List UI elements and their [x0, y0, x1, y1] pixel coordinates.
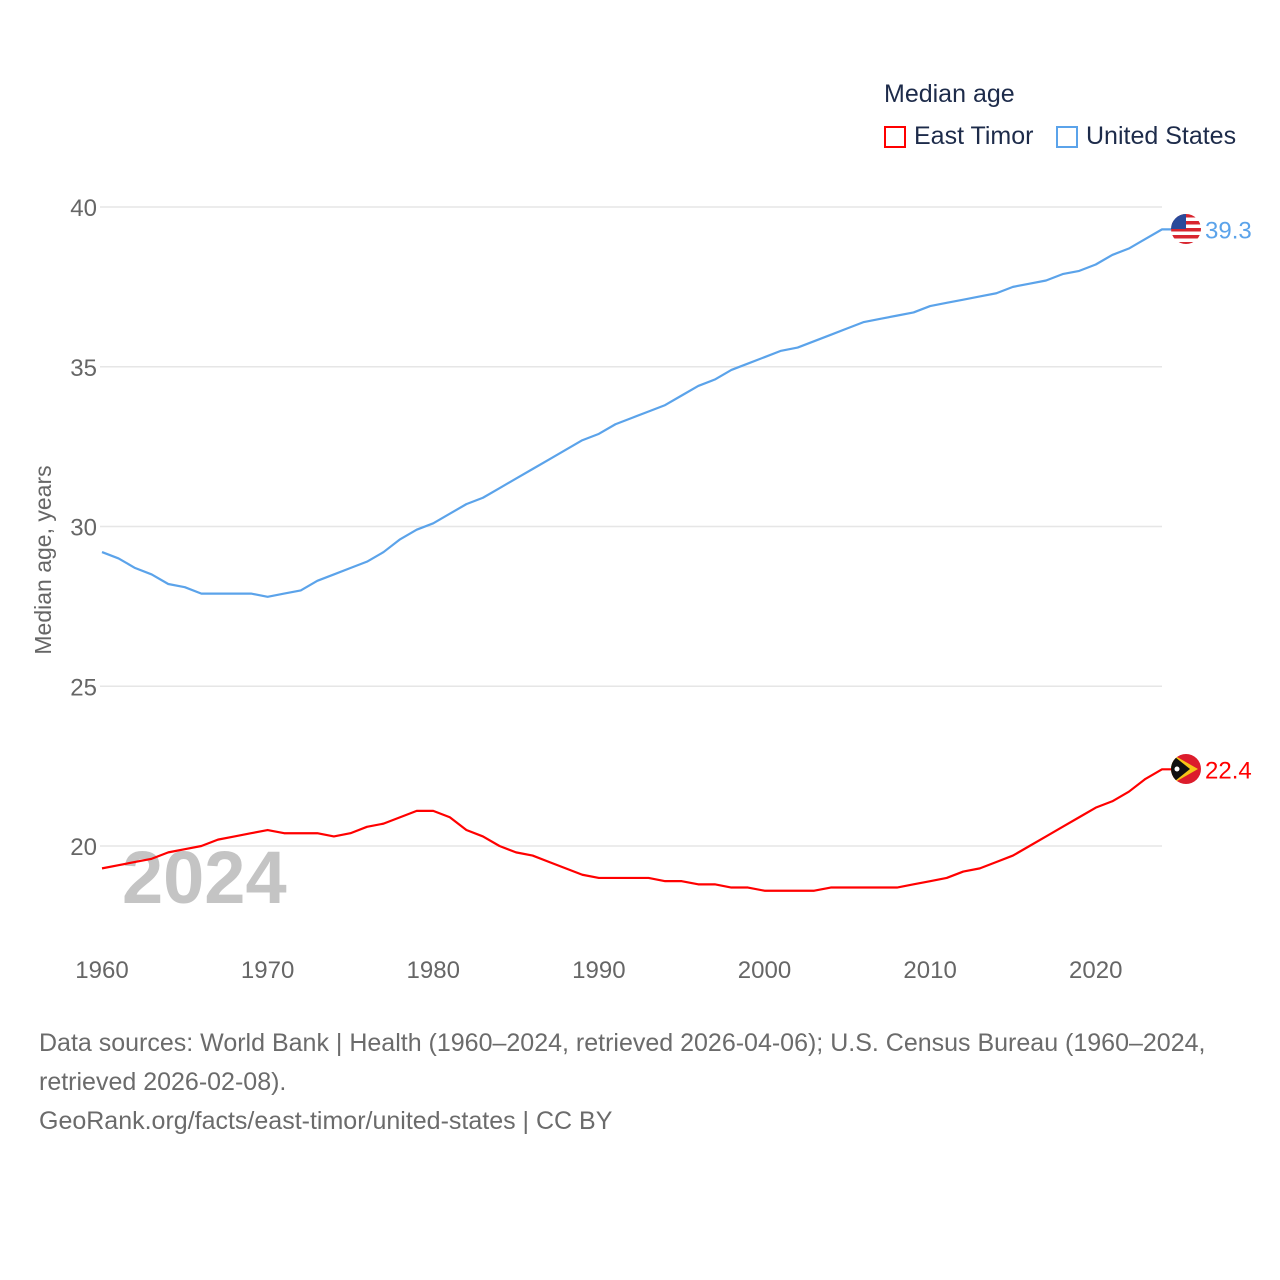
us-flag-icon — [1171, 214, 1201, 244]
source-note: Data sources: World Bank | Health (1960–… — [39, 1024, 1249, 1141]
legend-title: Median age — [884, 80, 1015, 108]
legend-item-east-timor[interactable]: East Timor — [884, 122, 1033, 151]
source-link[interactable]: GeoRank.org/facts/east-timor/united-stat… — [39, 1107, 613, 1135]
source-line: Data sources: World Bank | Health (1960–… — [39, 1029, 1206, 1096]
series-line-east-timor[interactable] — [101, 768, 1172, 892]
end-value-label: 39.3 — [1205, 217, 1252, 244]
end-value-label: 22.4 — [1205, 757, 1252, 784]
x-tick-label: 1990 — [572, 957, 625, 984]
x-tick-label: 2010 — [903, 957, 956, 984]
legend-item-united-states[interactable]: United States — [1056, 122, 1236, 151]
east-timor-flag-icon — [1171, 754, 1201, 784]
x-tick-label: 1970 — [241, 957, 294, 984]
y-tick-label: 40 — [70, 195, 97, 222]
series-line-united-states[interactable] — [101, 228, 1172, 598]
y-tick-label: 25 — [70, 674, 97, 701]
legend-swatch-east-timor — [884, 125, 906, 148]
y-tick-label: 20 — [70, 834, 97, 861]
legend-label: United States — [1086, 122, 1237, 150]
legend-label: East Timor — [914, 122, 1034, 150]
x-tick-label: 2020 — [1069, 957, 1122, 984]
y-axis-label: Median age, years — [30, 465, 56, 654]
x-tick-label: 1960 — [75, 957, 128, 984]
y-tick-label: 30 — [70, 515, 97, 542]
year-watermark: 2024 — [122, 836, 287, 919]
y-tick-label: 35 — [70, 355, 97, 382]
x-tick-label: 1980 — [407, 957, 460, 984]
line-chart: 20 25 30 35 40 2024 1960 1970 1980 1990 2000 2010… — [30, 195, 1252, 984]
legend-swatch-united-states — [1056, 125, 1078, 148]
x-tick-label: 2000 — [738, 957, 791, 984]
